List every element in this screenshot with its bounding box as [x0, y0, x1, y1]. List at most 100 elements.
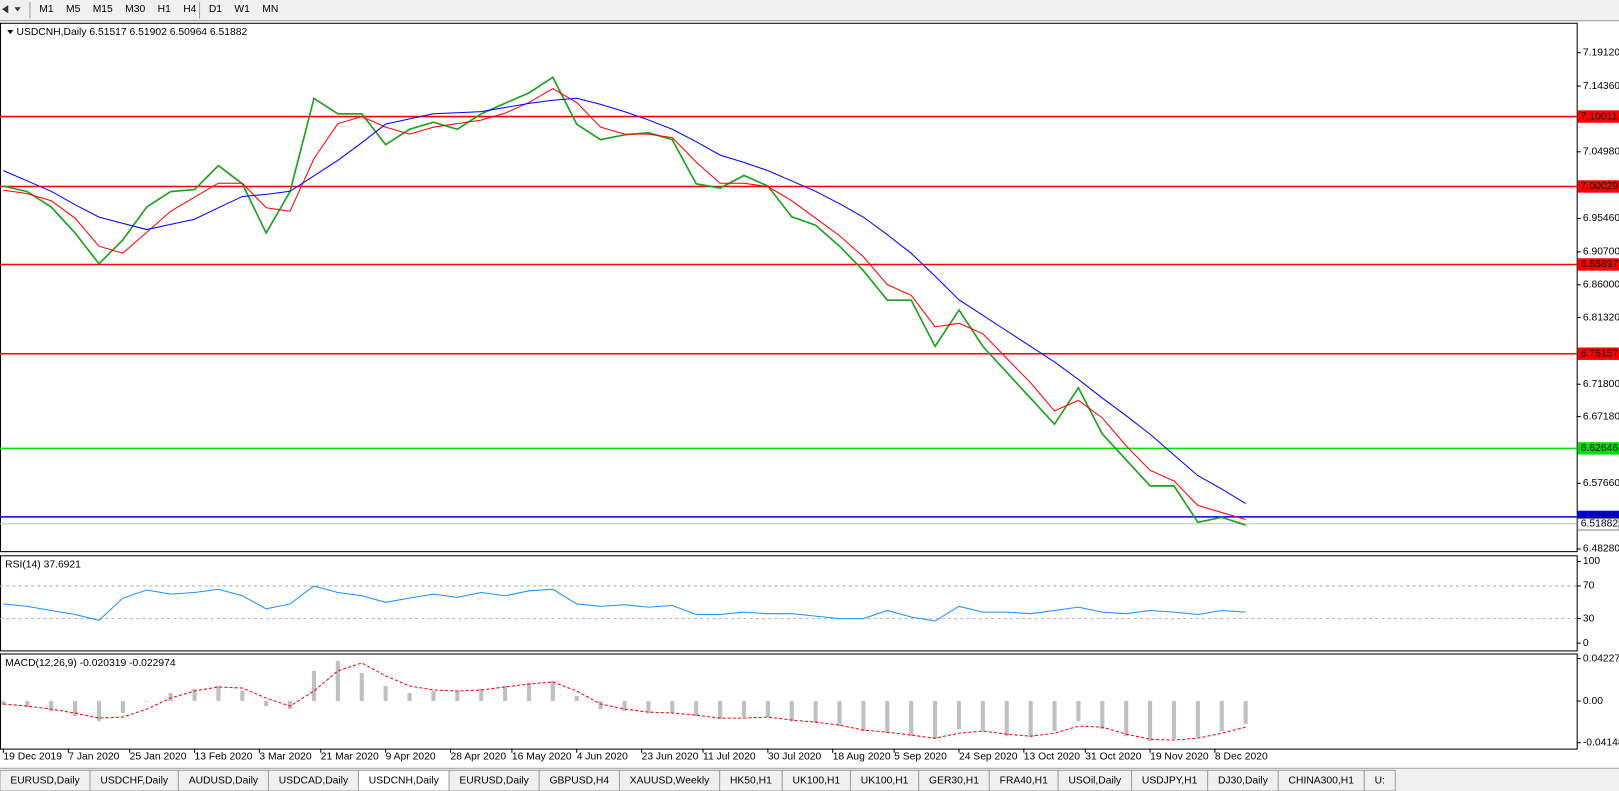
tab-label[interactable]: CHINA300,H1 — [1289, 775, 1355, 786]
x-tick-label: 25 Jan 2020 — [130, 752, 187, 763]
timeframe-button[interactable]: W1 — [234, 4, 250, 15]
timeframe-button[interactable]: M30 — [125, 4, 145, 15]
timeframe-button[interactable]: MN — [262, 4, 278, 15]
tab-label[interactable]: FRA40,H1 — [1000, 775, 1048, 786]
chart-area — [0, 22, 1619, 768]
x-tick-label: 31 Oct 2020 — [1085, 752, 1141, 763]
macd-bar — [598, 701, 603, 710]
tab-label[interactable]: UK100,H1 — [861, 775, 909, 786]
macd-bar — [885, 701, 890, 734]
readout-value: -0.020319 — [80, 658, 127, 669]
macd-bar — [96, 701, 102, 722]
macd-bar — [168, 693, 173, 702]
macd-bar — [980, 701, 985, 732]
tab-label[interactable]: UK100,H1 — [793, 775, 841, 786]
timeframe-button[interactable]: D1 — [209, 4, 222, 15]
macd-bar — [144, 701, 149, 702]
macd-bar — [622, 701, 627, 712]
macd-bar — [1100, 701, 1105, 730]
level-label-bg — [1577, 110, 1619, 123]
active-tab-label[interactable]: USDCNH,Daily — [369, 775, 440, 786]
title-text: RSI(14) — [5, 559, 41, 570]
level-label: 7.10011 — [1581, 111, 1618, 122]
tab-label[interactable]: DJ30,Daily — [1218, 775, 1269, 786]
x-tick-label: 3 Mar 2020 — [259, 752, 311, 763]
macd-bar — [933, 701, 938, 740]
y-tick-label: 6.86000 — [1583, 279, 1619, 290]
y-tick-label: 0.042275 — [1583, 653, 1619, 664]
tab-label[interactable]: GBPUSD,H4 — [549, 775, 609, 786]
level-label-bg — [1577, 442, 1619, 455]
macd-bar — [407, 693, 412, 702]
macd-bar — [431, 691, 436, 702]
macd-bar — [1171, 701, 1177, 740]
current-price-bg — [1577, 518, 1619, 531]
macd-bar — [1004, 701, 1009, 737]
readout-value: 6.50964 — [170, 27, 208, 38]
x-tick-label: 13 Feb 2020 — [195, 752, 253, 763]
readout-value: -0.022974 — [129, 658, 176, 669]
macd-bar — [1243, 701, 1248, 725]
x-tick-label: 13 Oct 2020 — [1024, 752, 1080, 763]
y-tick-label: 6.71800 — [1583, 379, 1619, 390]
timeframe-button[interactable]: H1 — [158, 4, 171, 15]
tab[interactable] — [1363, 769, 1396, 791]
macd-bar — [383, 685, 388, 702]
tab-label[interactable]: AUDUSD,Daily — [189, 775, 259, 786]
macd-bar — [526, 682, 532, 702]
series-line — [3, 662, 1246, 741]
y-tick-label: 30 — [1583, 613, 1595, 624]
tab-label[interactable]: EURUSD,Daily — [459, 775, 529, 786]
macd-bar — [479, 689, 484, 702]
macd-bar — [1148, 701, 1153, 742]
title-text: MACD(12,26,9) — [5, 658, 77, 669]
y-tick-label: 6.48280 — [1583, 544, 1619, 555]
level-label-bg — [1577, 258, 1619, 271]
macd-bar — [192, 689, 197, 702]
tab-label[interactable]: U: — [1375, 775, 1385, 786]
readout-value: 6.51902 — [130, 27, 168, 38]
tab-label[interactable]: GER30,H1 — [929, 775, 979, 786]
tab-label[interactable]: XAUUSD,Weekly — [630, 775, 710, 786]
macd-bar — [741, 701, 747, 718]
indicator-title: MACD(12,26,9) -0.020319 -0.022974 — [5, 658, 176, 669]
tab-label[interactable]: EURUSD,Daily — [10, 775, 80, 786]
y-tick-label: 70 — [1583, 581, 1595, 592]
current-price-label: 6.51882 — [1581, 519, 1619, 530]
tab-label[interactable]: HK50,H1 — [730, 775, 772, 786]
toolbar-dropdown[interactable] — [2, 5, 21, 14]
timeframe-button[interactable]: M5 — [66, 4, 81, 15]
x-tick-label: 19 Dec 2019 — [3, 752, 62, 763]
readout-value: 6.51882 — [210, 27, 248, 38]
macd-bar — [1052, 701, 1057, 732]
level-label: 6.76157 — [1581, 348, 1619, 359]
macd-bar — [503, 685, 508, 702]
macd-bar — [670, 701, 675, 714]
level-label: 6.62646 — [1581, 443, 1619, 454]
tab-label[interactable]: USOil,Daily — [1068, 775, 1122, 786]
macd-bar — [311, 670, 317, 702]
timeframe-button[interactable]: H4 — [183, 4, 196, 15]
tab-label[interactable]: USDCHF,Daily — [100, 775, 169, 786]
x-tick-label: 30 Jul 2020 — [768, 752, 822, 763]
macd-bar — [1124, 701, 1129, 737]
y-tick-label: 0.00 — [1583, 696, 1603, 707]
x-tick-label: 24 Sep 2020 — [959, 752, 1018, 763]
tab-label[interactable]: USDCAD,Daily — [279, 775, 349, 786]
timeframe-button[interactable]: M15 — [93, 4, 113, 15]
macd-bar — [550, 680, 555, 702]
x-tick-label: 9 Apr 2020 — [386, 752, 436, 763]
pane-frame — [0, 555, 1578, 652]
chart-menu-arrow[interactable] — [7, 29, 14, 35]
timeframe-button[interactable]: M1 — [39, 4, 54, 15]
tab-label[interactable]: USDJPY,H1 — [1142, 775, 1198, 786]
y-tick-label: 6.67180 — [1583, 411, 1619, 422]
x-tick-label: 19 Nov 2020 — [1150, 752, 1209, 763]
y-tick-label: 0 — [1583, 638, 1589, 649]
level-label: 6.88897 — [1581, 259, 1619, 270]
indicator-title: USDCNH,Daily 6.51517 6.51902 6.50964 6.5… — [17, 27, 248, 38]
x-tick-label: 23 Jun 2020 — [642, 752, 699, 763]
level-label: 6.52865 — [1581, 512, 1619, 523]
